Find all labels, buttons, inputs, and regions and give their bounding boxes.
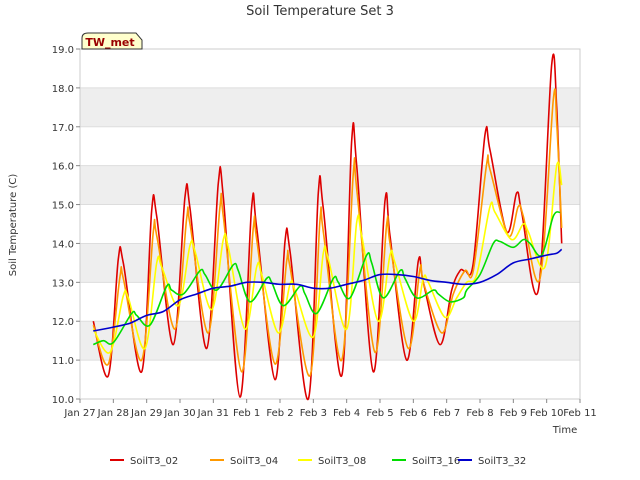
x-tick-label: Feb 9 bbox=[500, 408, 527, 419]
y-tick-label: 12.0 bbox=[52, 317, 74, 328]
legend-label: SoilT3_04 bbox=[230, 456, 278, 467]
y-tick-label: 11.0 bbox=[52, 356, 74, 367]
x-tick-label: Jan 29 bbox=[130, 408, 162, 419]
x-tick-label: Feb 11 bbox=[563, 408, 597, 419]
y-tick-label: 15.0 bbox=[52, 201, 74, 212]
badge-label: TW_met bbox=[85, 36, 134, 49]
badge: TW_met bbox=[81, 32, 143, 50]
series-line-soilt3_32 bbox=[93, 248, 563, 332]
x-tick-label: Feb 7 bbox=[433, 408, 460, 419]
legend: SoilT3_02 SoilT3_04 SoilT3_08 SoilT3_16 Soil… bbox=[110, 456, 526, 467]
y-tick-label: 19.0 bbox=[52, 45, 74, 56]
x-tick-label: Jan 27 bbox=[63, 408, 95, 419]
legend-label: SoilT3_08 bbox=[318, 456, 366, 467]
y-tick-label: 10.0 bbox=[52, 395, 74, 406]
y-tick-label: 17.0 bbox=[52, 123, 74, 134]
x-tick-label: Jan 31 bbox=[197, 408, 229, 419]
y-tick-label: 16.0 bbox=[52, 162, 74, 173]
x-axis-label: Time bbox=[552, 425, 577, 436]
legend-label: SoilT3_02 bbox=[130, 456, 178, 467]
x-tick-label: Jan 28 bbox=[97, 408, 129, 419]
grid-band bbox=[80, 87, 580, 127]
y-tick-label: 14.0 bbox=[52, 239, 74, 250]
grid-band bbox=[80, 321, 580, 361]
y-tick-label: 18.0 bbox=[52, 84, 74, 95]
chart-title: Soil Temperature Set 3 bbox=[246, 4, 394, 19]
y-axis-label: Soil Temperature (C) bbox=[8, 174, 19, 277]
x-tick-label: Feb 10 bbox=[530, 408, 564, 419]
x-tick-label: Feb 2 bbox=[266, 408, 293, 419]
x-tick-label: Jan 30 bbox=[163, 408, 195, 419]
x-tick-label: Feb 1 bbox=[233, 408, 260, 419]
series-group bbox=[92, 53, 563, 400]
x-tick-label: Feb 8 bbox=[466, 408, 493, 419]
legend-label: SoilT3_32 bbox=[478, 456, 526, 467]
series-line-soilt3_08 bbox=[92, 161, 563, 354]
x-tick-label: Feb 4 bbox=[333, 408, 360, 419]
plot-border bbox=[79, 48, 581, 400]
legend-label: SoilT3_16 bbox=[412, 456, 460, 467]
series-line-soilt3_16 bbox=[92, 211, 561, 346]
x-tick-label: Feb 3 bbox=[300, 408, 327, 419]
series-line-soilt3_02 bbox=[92, 53, 563, 400]
gridlines bbox=[80, 48, 580, 400]
x-tick-label: Feb 6 bbox=[400, 408, 427, 419]
y-tick-label: 13.0 bbox=[52, 278, 74, 289]
axes: 10.0 11.0 12.0 13.0 14.0 15.0 16.0 17.0 18.0 19.0… bbox=[52, 45, 597, 419]
badge-box bbox=[81, 32, 143, 50]
x-tick-label: Feb 5 bbox=[366, 408, 393, 419]
